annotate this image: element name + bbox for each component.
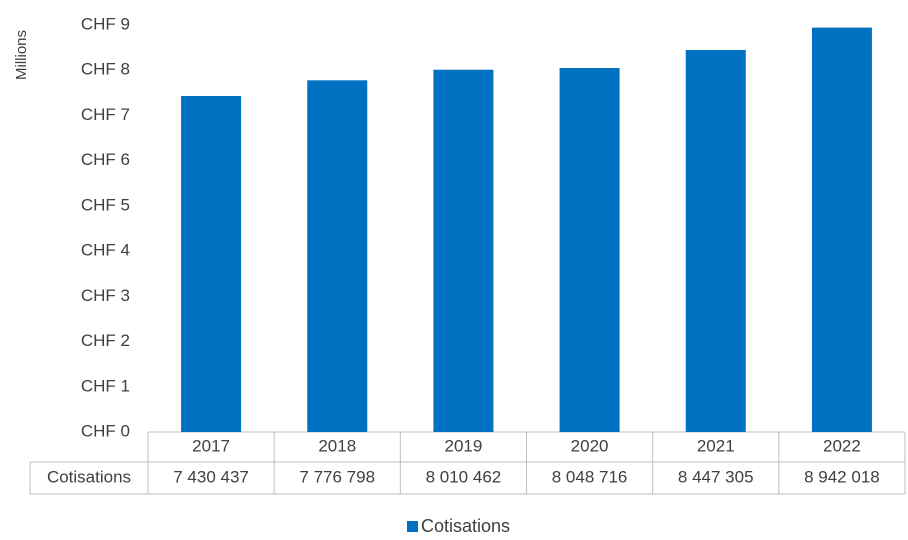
x-tick-label: 2019 — [445, 436, 483, 455]
x-tick-label: 2018 — [318, 436, 356, 455]
table-value: 8 048 716 — [552, 467, 628, 486]
table-value: 7 430 437 — [173, 467, 249, 486]
x-tick-label: 2020 — [571, 436, 609, 455]
bar — [811, 27, 872, 433]
legend-label: Cotisations — [421, 516, 510, 536]
y-tick-label: CHF 7 — [81, 105, 130, 124]
table-row-label: Cotisations — [47, 467, 131, 486]
y-tick-label: CHF 3 — [81, 286, 130, 305]
x-tick-label: 2021 — [697, 436, 735, 455]
x-tick-label: 2022 — [823, 436, 861, 455]
legend-swatch — [407, 521, 418, 532]
y-tick-label: CHF 6 — [81, 150, 130, 169]
bar — [181, 95, 242, 432]
bar — [685, 49, 746, 433]
table-value: 8 010 462 — [426, 467, 502, 486]
y-tick-label: CHF 2 — [81, 331, 130, 350]
table-value: 7 776 798 — [299, 467, 375, 486]
table-value: 8 942 018 — [804, 467, 880, 486]
y-tick-label: CHF 9 — [81, 14, 130, 33]
x-tick-label: 2017 — [192, 436, 230, 455]
y-tick-label: CHF 4 — [81, 241, 130, 260]
y-axis-label: Millions — [13, 30, 30, 80]
y-tick-label: CHF 1 — [81, 376, 130, 395]
bar — [433, 69, 494, 432]
y-tick-label: CHF 0 — [81, 421, 130, 440]
bar — [559, 68, 620, 433]
y-tick-label: CHF 5 — [81, 195, 130, 214]
bar — [307, 80, 368, 432]
y-tick-label: CHF 8 — [81, 60, 130, 79]
table-value: 8 447 305 — [678, 467, 754, 486]
